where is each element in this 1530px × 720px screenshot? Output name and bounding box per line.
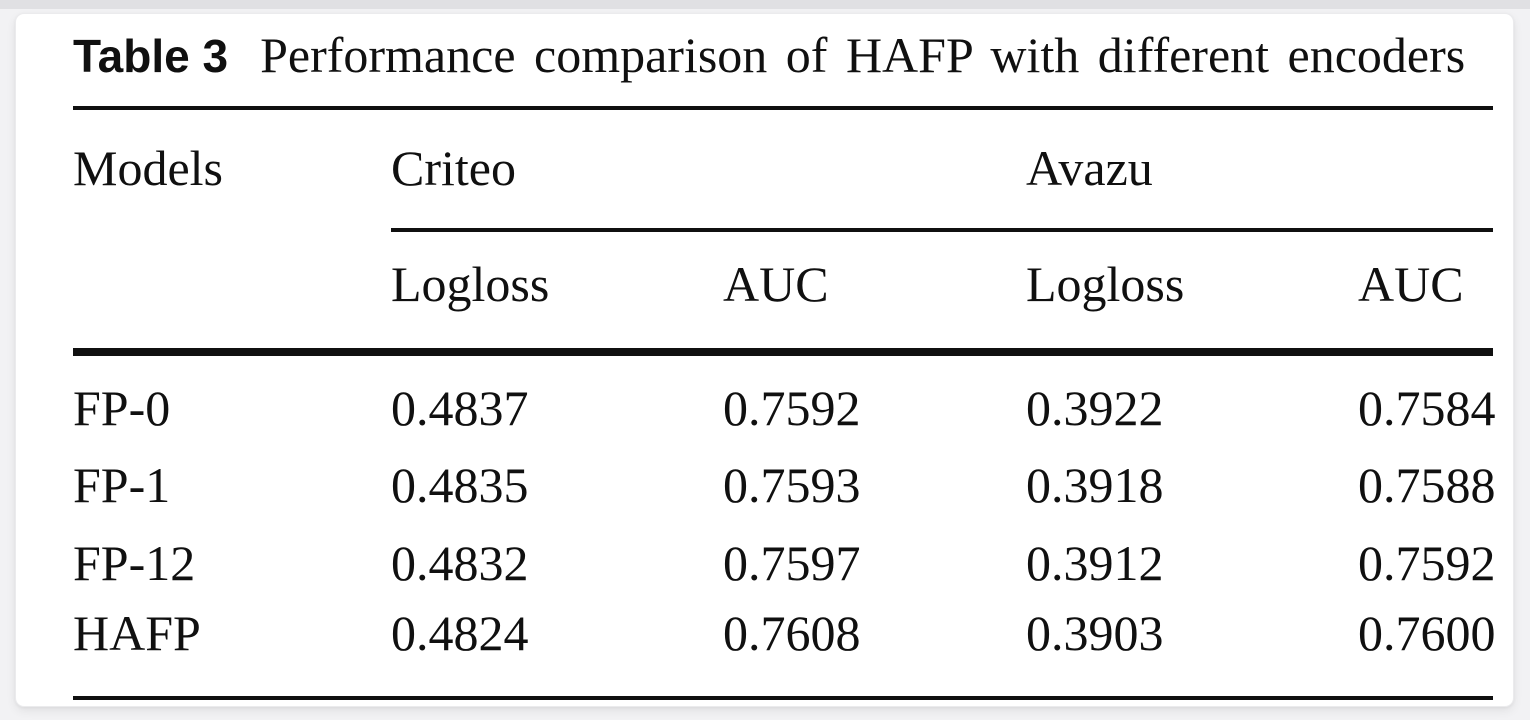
column-group-rule: [391, 228, 1493, 232]
top-rule: [73, 106, 1493, 110]
bottom-rule: [73, 696, 1493, 700]
table-caption: Performance comparison of HAFP with diff…: [260, 27, 1466, 83]
table-card: Table 3 Performance comparison of HAFP w…: [15, 13, 1514, 707]
row-model-name: FP-0: [73, 380, 171, 436]
cell-value: 0.7600: [1358, 605, 1496, 661]
cell-value: 0.7584: [1358, 380, 1496, 436]
subheader-avazu-logloss: Logloss: [1026, 256, 1185, 312]
cell-value: 0.7597: [723, 535, 861, 591]
cell-value: 0.7608: [723, 605, 861, 661]
subheader-criteo-auc: AUC: [723, 256, 829, 312]
subheader-criteo-logloss: Logloss: [391, 256, 550, 312]
cell-value: 0.7588: [1358, 457, 1496, 513]
cell-value: 0.3903: [1026, 605, 1164, 661]
cell-value: 0.4832: [391, 535, 529, 591]
cell-value: 0.3922: [1026, 380, 1164, 436]
cell-value: 0.4837: [391, 380, 529, 436]
cell-value: 0.3912: [1026, 535, 1164, 591]
cell-value: 0.7592: [723, 380, 861, 436]
cell-value: 0.7593: [723, 457, 861, 513]
cell-value: 0.3918: [1026, 457, 1164, 513]
column-group-avazu: Avazu: [1026, 140, 1153, 196]
column-group-criteo: Criteo: [391, 140, 516, 196]
table-caption-row: Table 3 Performance comparison of HAFP w…: [73, 30, 1465, 80]
cell-value: 0.4824: [391, 605, 529, 661]
row-model-name: FP-12: [73, 535, 196, 591]
row-model-name: HAFP: [73, 605, 201, 661]
row-model-name: FP-1: [73, 457, 171, 513]
cell-value: 0.7592: [1358, 535, 1496, 591]
subheader-avazu-auc: AUC: [1358, 256, 1464, 312]
header-rule: [73, 348, 1493, 356]
top-edge-strip: [0, 0, 1530, 9]
table-label: Table 3: [73, 30, 229, 82]
cell-value: 0.4835: [391, 457, 529, 513]
column-header-models: Models: [73, 140, 223, 196]
